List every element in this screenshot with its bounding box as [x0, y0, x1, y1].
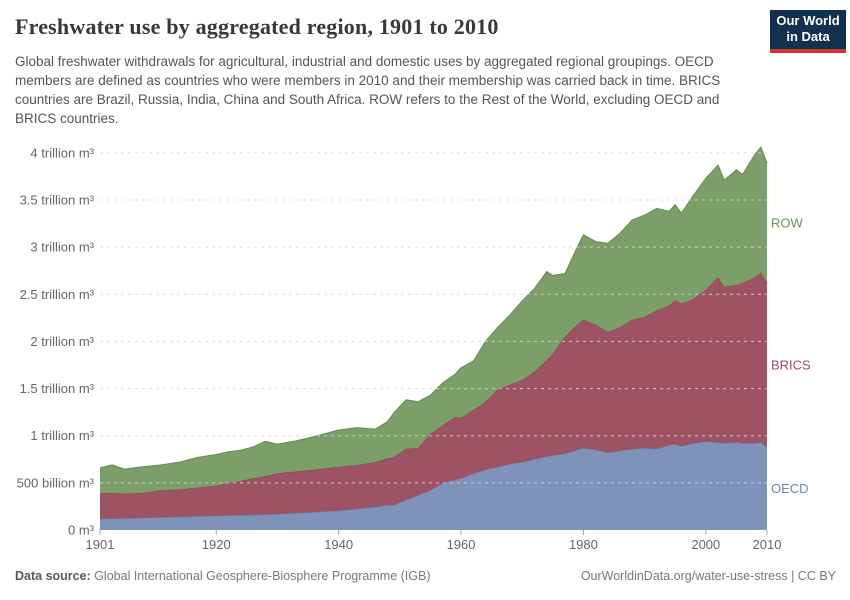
y-axis-tick-label: 1.5 trillion m³ [20, 381, 95, 396]
legend-label-row: ROW [771, 216, 804, 231]
chart-title: Freshwater use by aggregated region, 190… [15, 14, 499, 39]
stacked-areas [99, 146, 768, 530]
area-row [100, 147, 767, 494]
x-axis: 1901 1920 1940 1960 1980 2000 2010 [86, 530, 782, 552]
legend-label-brics: BRICS [771, 358, 811, 373]
owid-logo-line1: Our World [776, 13, 840, 28]
chart-footer: Data source: Global International Geosph… [15, 569, 836, 583]
chart-subtitle: Global freshwater withdrawals for agricu… [15, 54, 721, 126]
data-source-text: Global International Geosphere-Biosphere… [90, 569, 431, 583]
owid-logo-line2: in Data [786, 29, 830, 44]
x-axis-tick-label: 1960 [447, 537, 476, 552]
x-axis-tick-label: 1920 [202, 537, 231, 552]
x-axis-tick-label: 2010 [753, 537, 782, 552]
y-axis-tick-label: 3.5 trillion m³ [20, 193, 95, 208]
owid-logo[interactable]: Our World in Data [770, 10, 846, 53]
y-axis-tick-label: 1 trillion m³ [30, 428, 94, 443]
y-axis-tick-label: 4 trillion m³ [30, 145, 94, 160]
legend-label-oecd: OECD [771, 481, 809, 496]
x-axis-tick-label: 1980 [569, 537, 598, 552]
area-oecd [100, 441, 767, 530]
gridlines [100, 152, 767, 484]
data-source-label: Data source: [15, 569, 91, 583]
y-axis: 0 m³ 500 billion m³ 1 trillion m³ 1.5 trill… [17, 145, 95, 537]
x-axis-tick-label: 2000 [691, 537, 720, 552]
legend: OECD BRICS ROW [771, 216, 811, 496]
owid-link[interactable]: OurWorldinData.org/water-use-stress | CC… [580, 569, 836, 583]
data-source-note: Data source: Global International Geosph… [15, 569, 430, 583]
x-axis-tick-label: 1940 [324, 537, 353, 552]
y-axis-tick-label: 2 trillion m³ [30, 334, 94, 349]
y-axis-tick-label: 500 billion m³ [17, 475, 95, 490]
area-brics [100, 272, 767, 519]
y-axis-tick-label: 3 trillion m³ [30, 240, 94, 255]
y-axis-tick-label: 2.5 trillion m³ [20, 287, 95, 302]
x-axis-tick-label: 1901 [86, 537, 115, 552]
y-axis-tick-label: 0 m³ [68, 523, 95, 538]
